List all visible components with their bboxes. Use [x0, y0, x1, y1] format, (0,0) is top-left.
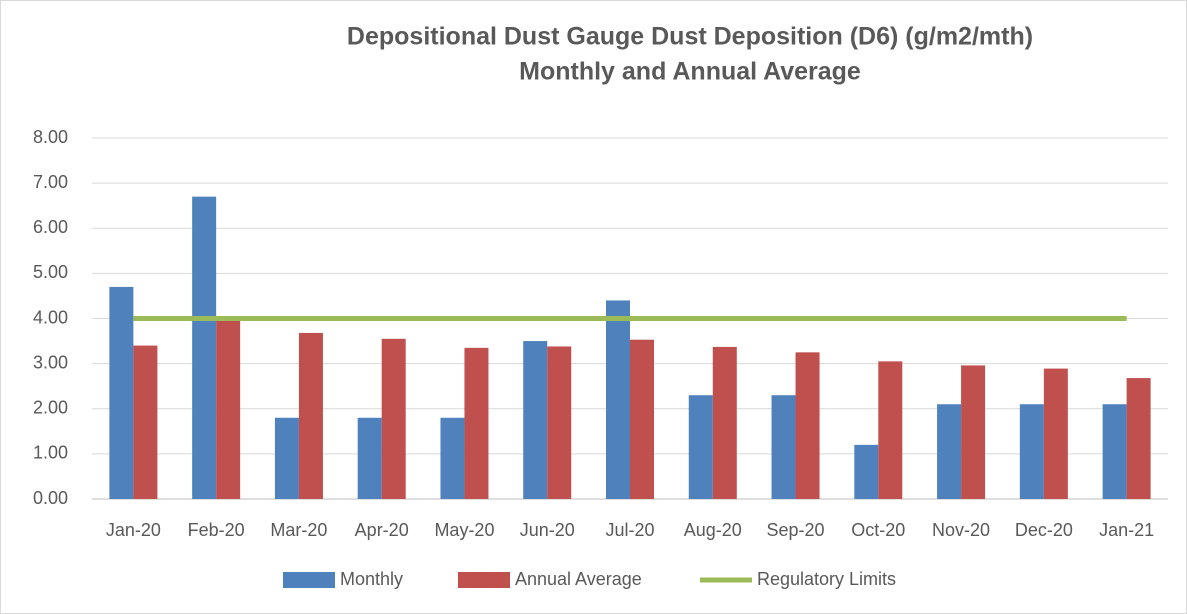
y-tick-label: 8.00	[33, 127, 68, 147]
legend-swatch	[283, 572, 335, 588]
legend-label: Monthly	[340, 569, 403, 589]
x-tick-label: Feb-20	[188, 520, 245, 540]
x-tick-label: Aug-20	[684, 520, 742, 540]
bar	[440, 417, 465, 499]
chart-subtitle: Monthly and Annual Average	[519, 58, 861, 86]
bar	[381, 338, 406, 499]
bar	[1102, 404, 1127, 499]
bar	[464, 347, 489, 499]
bar	[630, 339, 655, 499]
y-tick-label: 6.00	[33, 217, 68, 237]
bar	[547, 346, 572, 499]
x-tick-label: Dec-20	[1015, 520, 1073, 540]
y-tick-label: 7.00	[33, 172, 68, 192]
bar	[795, 352, 820, 499]
x-tick-label: Sep-20	[767, 520, 825, 540]
y-tick-label: 0.00	[33, 488, 68, 508]
bar	[771, 395, 796, 499]
y-tick-label: 2.00	[33, 398, 68, 418]
bar	[109, 286, 134, 499]
y-tick-label: 4.00	[33, 307, 68, 327]
bar	[1126, 378, 1151, 499]
x-tick-label: Jul-20	[605, 520, 654, 540]
bar	[878, 361, 903, 499]
y-tick-label: 1.00	[33, 443, 68, 463]
bar	[937, 404, 962, 499]
bar	[688, 395, 713, 499]
bar	[712, 346, 737, 499]
x-tick-label: Jan-20	[106, 520, 161, 540]
legend-label: Regulatory Limits	[757, 569, 896, 589]
bar	[216, 318, 241, 499]
x-tick-label: Jan-21	[1099, 520, 1154, 540]
legend-swatch	[458, 572, 510, 588]
y-tick-label: 3.00	[33, 352, 68, 372]
bar	[605, 300, 630, 499]
bar	[961, 365, 986, 499]
x-tick-label: Apr-20	[355, 520, 409, 540]
y-tick-label: 5.00	[33, 262, 68, 282]
x-tick-label: May-20	[434, 520, 494, 540]
bar	[1019, 404, 1044, 499]
legend-label: Annual Average	[515, 569, 642, 589]
x-tick-label: Jun-20	[520, 520, 575, 540]
x-tick-label: Oct-20	[851, 520, 905, 540]
bar	[357, 417, 382, 499]
bar	[523, 341, 548, 499]
x-tick-label: Mar-20	[270, 520, 327, 540]
chart-title: Depositional Dust Gauge Dust Deposition …	[347, 23, 1033, 51]
bar	[298, 332, 323, 499]
bar	[854, 444, 879, 499]
bar	[192, 196, 217, 499]
bar	[133, 345, 158, 499]
x-tick-label: Nov-20	[932, 520, 990, 540]
bar	[274, 417, 299, 499]
bar	[1043, 368, 1068, 499]
